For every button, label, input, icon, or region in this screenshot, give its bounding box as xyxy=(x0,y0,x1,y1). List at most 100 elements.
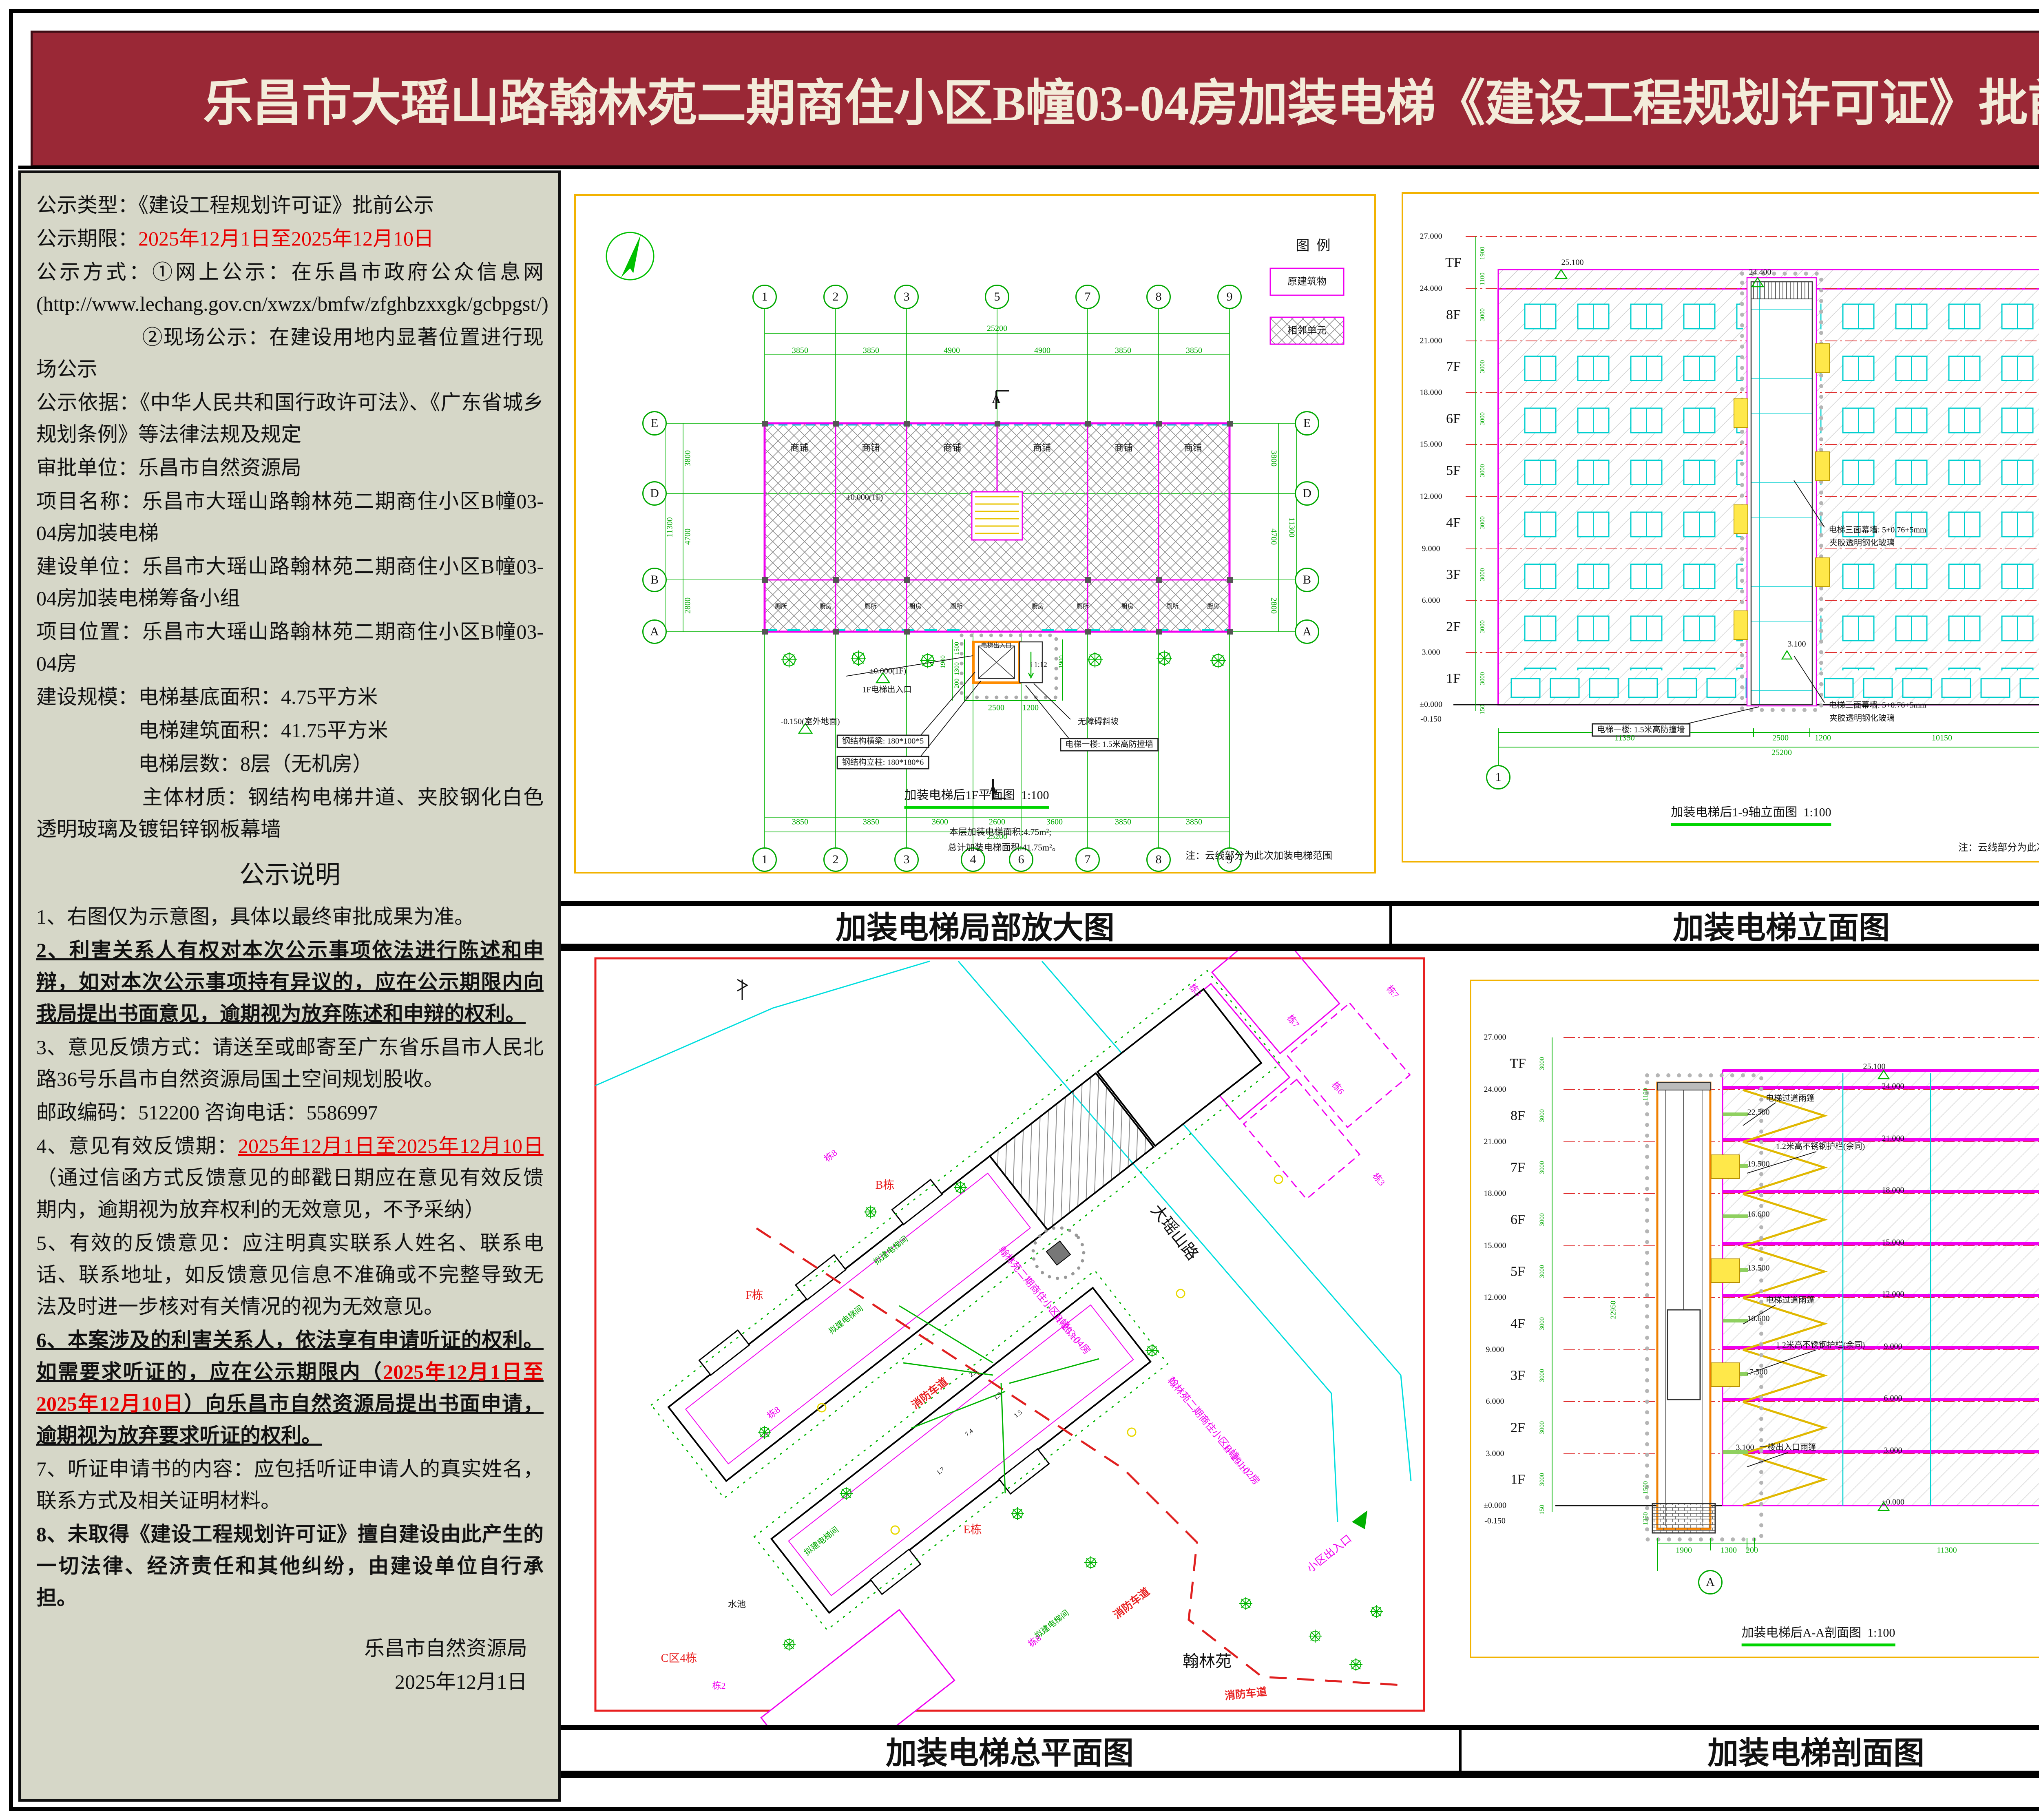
drawing-label: 6.000 xyxy=(1486,1397,1504,1406)
page-title: 乐昌市大瑶山路翰林苑二期商住小区B幢03-04房加装电梯《建设工程规划许可证》批… xyxy=(203,76,2039,131)
drawing-label: 6F xyxy=(1446,411,1461,427)
drawing-label: 1.7 xyxy=(935,1466,946,1477)
drawing-label: D xyxy=(1295,481,1319,506)
drawing-label: 18.000 xyxy=(1420,388,1442,397)
drawing-label: 4 xyxy=(961,847,985,872)
drawing-label: 厕所 xyxy=(864,603,877,610)
drawing-label: 25200 xyxy=(987,832,1007,841)
drawing-label: 3000 xyxy=(1479,568,1486,581)
caption-elevation: 加装电梯立面图 xyxy=(1673,911,1890,945)
drawing-label: 厨房 xyxy=(1121,603,1134,610)
drawing-label: 厨房 xyxy=(909,603,922,610)
drawing-label: 注：云线部分为此次加装电梯范围 xyxy=(1958,843,2039,854)
drawing-label: 大瑶山路 xyxy=(1147,1201,1202,1264)
notice-paragraph: 3、意见反馈方式：请送至或邮寄至广东省乐昌市人民北路36号乐昌市自然资源局国土空… xyxy=(36,1035,544,1090)
drawing-label: 9 xyxy=(1217,285,1242,309)
siteplan-geometry xyxy=(594,951,1425,1725)
drawing-label: 1500 xyxy=(1642,1481,1649,1494)
drawing-label: ±0.000(1F) xyxy=(869,666,907,676)
drawing-label: 夹胶透明钢化玻璃 xyxy=(1829,714,1895,723)
drawing-label: 7 xyxy=(1075,847,1100,872)
notice-paragraph: 4、意见有效反馈期：2025年12月1日至2025年12月10日（通过信函方式反… xyxy=(36,1134,544,1221)
drawing-label: 钢结构横梁: 180*100*5 xyxy=(836,734,929,748)
drawing-label: 小区出入口 xyxy=(1305,1533,1354,1575)
drawing-label: B xyxy=(1295,568,1319,592)
drawing-label: 15.000 xyxy=(1882,1238,1904,1247)
drawing-label: -0.150(室外地面) xyxy=(781,717,840,726)
drawing-label: 商铺 xyxy=(861,442,880,453)
drawing-label: 150 xyxy=(1538,1505,1546,1515)
drawing-label: 电梯一楼: 1.5米高防撞墙 xyxy=(1060,738,1159,752)
drawing-label: 3000 xyxy=(1538,1161,1546,1174)
sheet-border xyxy=(9,9,2039,1811)
drawing-label: 1900 xyxy=(939,655,947,668)
caption-divider xyxy=(1459,1730,1462,1771)
caption-band-bottom: 加装电梯总平面图 加装电梯剖面图 xyxy=(561,1725,2039,1778)
drawing-label: 3800 xyxy=(1269,450,1278,467)
drawing-label: 加装电梯后1F平面图 1:100 xyxy=(904,788,1049,809)
drawing-label: 7 xyxy=(1075,285,1100,309)
drawing-label: 3 xyxy=(894,847,919,872)
notice-paragraph: 公示说明 xyxy=(239,861,341,889)
drawing-label: 厕所 xyxy=(1076,603,1089,610)
drawing-label: 1F电梯出入口 xyxy=(862,685,912,694)
drawing-label: 栋3 xyxy=(1370,1171,1387,1188)
drawing-label: 3000 xyxy=(1538,1213,1546,1226)
drawing-label: 厨房 xyxy=(819,603,832,610)
drawing-label: 厨房 xyxy=(1207,603,1220,610)
drawing-label: 1100 xyxy=(1642,1088,1649,1101)
drawing-label: 7F xyxy=(1510,1160,1525,1175)
drawing-label: 3850 xyxy=(863,817,879,827)
drawing-label: 10150 xyxy=(1932,733,1952,743)
drawing-label: 1900 xyxy=(1676,1546,1692,1555)
plan-geometry xyxy=(574,194,1376,874)
drawing-label: 2.5 xyxy=(968,1368,979,1379)
drawing-label: B栋 xyxy=(875,1179,895,1192)
caption-section: 加装电梯剖面图 xyxy=(1707,1736,1924,1771)
notice-paragraph: 公示方式：①网上公示：在乐昌市政府公众信息网(http://www.lechan… xyxy=(36,261,548,315)
drawing-label: 3000 xyxy=(1479,308,1486,321)
drawing-label: 22.500 xyxy=(1747,1108,1770,1117)
drawing-label: 3.000 xyxy=(1486,1449,1504,1458)
drawing-label: 无障碍斜坡 xyxy=(1078,717,1119,726)
notice-paragraph: 公示依据：《中华人民共和国行政许可法》、《广东省城乡规划条例》等法律法规及规定 xyxy=(36,391,544,446)
section-geometry xyxy=(1470,980,2039,1658)
drawing-label: 12.000 xyxy=(1882,1289,1904,1299)
drawing-label: 15.000 xyxy=(1420,440,1442,449)
drawing-label: 3.100 xyxy=(1787,639,1806,649)
drawing-label: -0.150 xyxy=(1420,714,1442,724)
drawing-label: 1F xyxy=(1510,1472,1525,1487)
drawing-label: 4700 xyxy=(683,529,692,545)
drawing-label: 11300 xyxy=(1287,517,1296,537)
drawing-label: 1500 xyxy=(953,642,960,655)
notice-paragraph: 电梯层数：8层（无机房） xyxy=(36,752,373,775)
drawing-label: 3850 xyxy=(792,817,808,827)
drawing-label: i 1:12 xyxy=(1030,660,1047,669)
drawing-label: 2800 xyxy=(1269,597,1278,614)
drawing-label: 栋3 xyxy=(1187,982,1204,999)
drawing-label: 1200 xyxy=(1815,733,1831,743)
drawing-label: -0.150 xyxy=(1484,1516,1506,1526)
drawing-label: 水池 xyxy=(728,1599,746,1610)
drawing-label: E xyxy=(642,411,667,436)
drawing-label: 商铺 xyxy=(1033,442,1051,453)
drawing-label: 商铺 xyxy=(943,442,962,453)
drawing-label: E栋 xyxy=(963,1523,982,1536)
drawing-label: 翰林苑 xyxy=(1183,1652,1232,1670)
notice-paragraph: 公示类型：《建设工程规划许可证》批前公示 xyxy=(36,194,434,217)
drawing-label: 2 xyxy=(823,847,848,872)
drawing-label: 21.000 xyxy=(1484,1137,1506,1146)
drawing-label: 电梯出入口 xyxy=(981,642,1012,649)
drawing-label: 1 xyxy=(752,847,777,872)
drawing-label: 图 例 xyxy=(1296,238,1331,254)
drawing-label: 22950 xyxy=(1609,1300,1617,1319)
drawing-label: A xyxy=(989,783,997,796)
drawing-label: A xyxy=(642,619,667,644)
drawing-label: 电梯过道雨篷 xyxy=(1766,1094,1815,1103)
drawing-label: 3000 xyxy=(1538,1057,1546,1070)
drawing-label: 9.000 xyxy=(1486,1345,1504,1354)
drawing-label: 2F xyxy=(1510,1420,1525,1435)
drawing-label: 3000 xyxy=(1538,1369,1546,1382)
drawing-label: 200 xyxy=(1746,1546,1758,1555)
drawing-label: H=25.10 xyxy=(1051,1312,1082,1346)
